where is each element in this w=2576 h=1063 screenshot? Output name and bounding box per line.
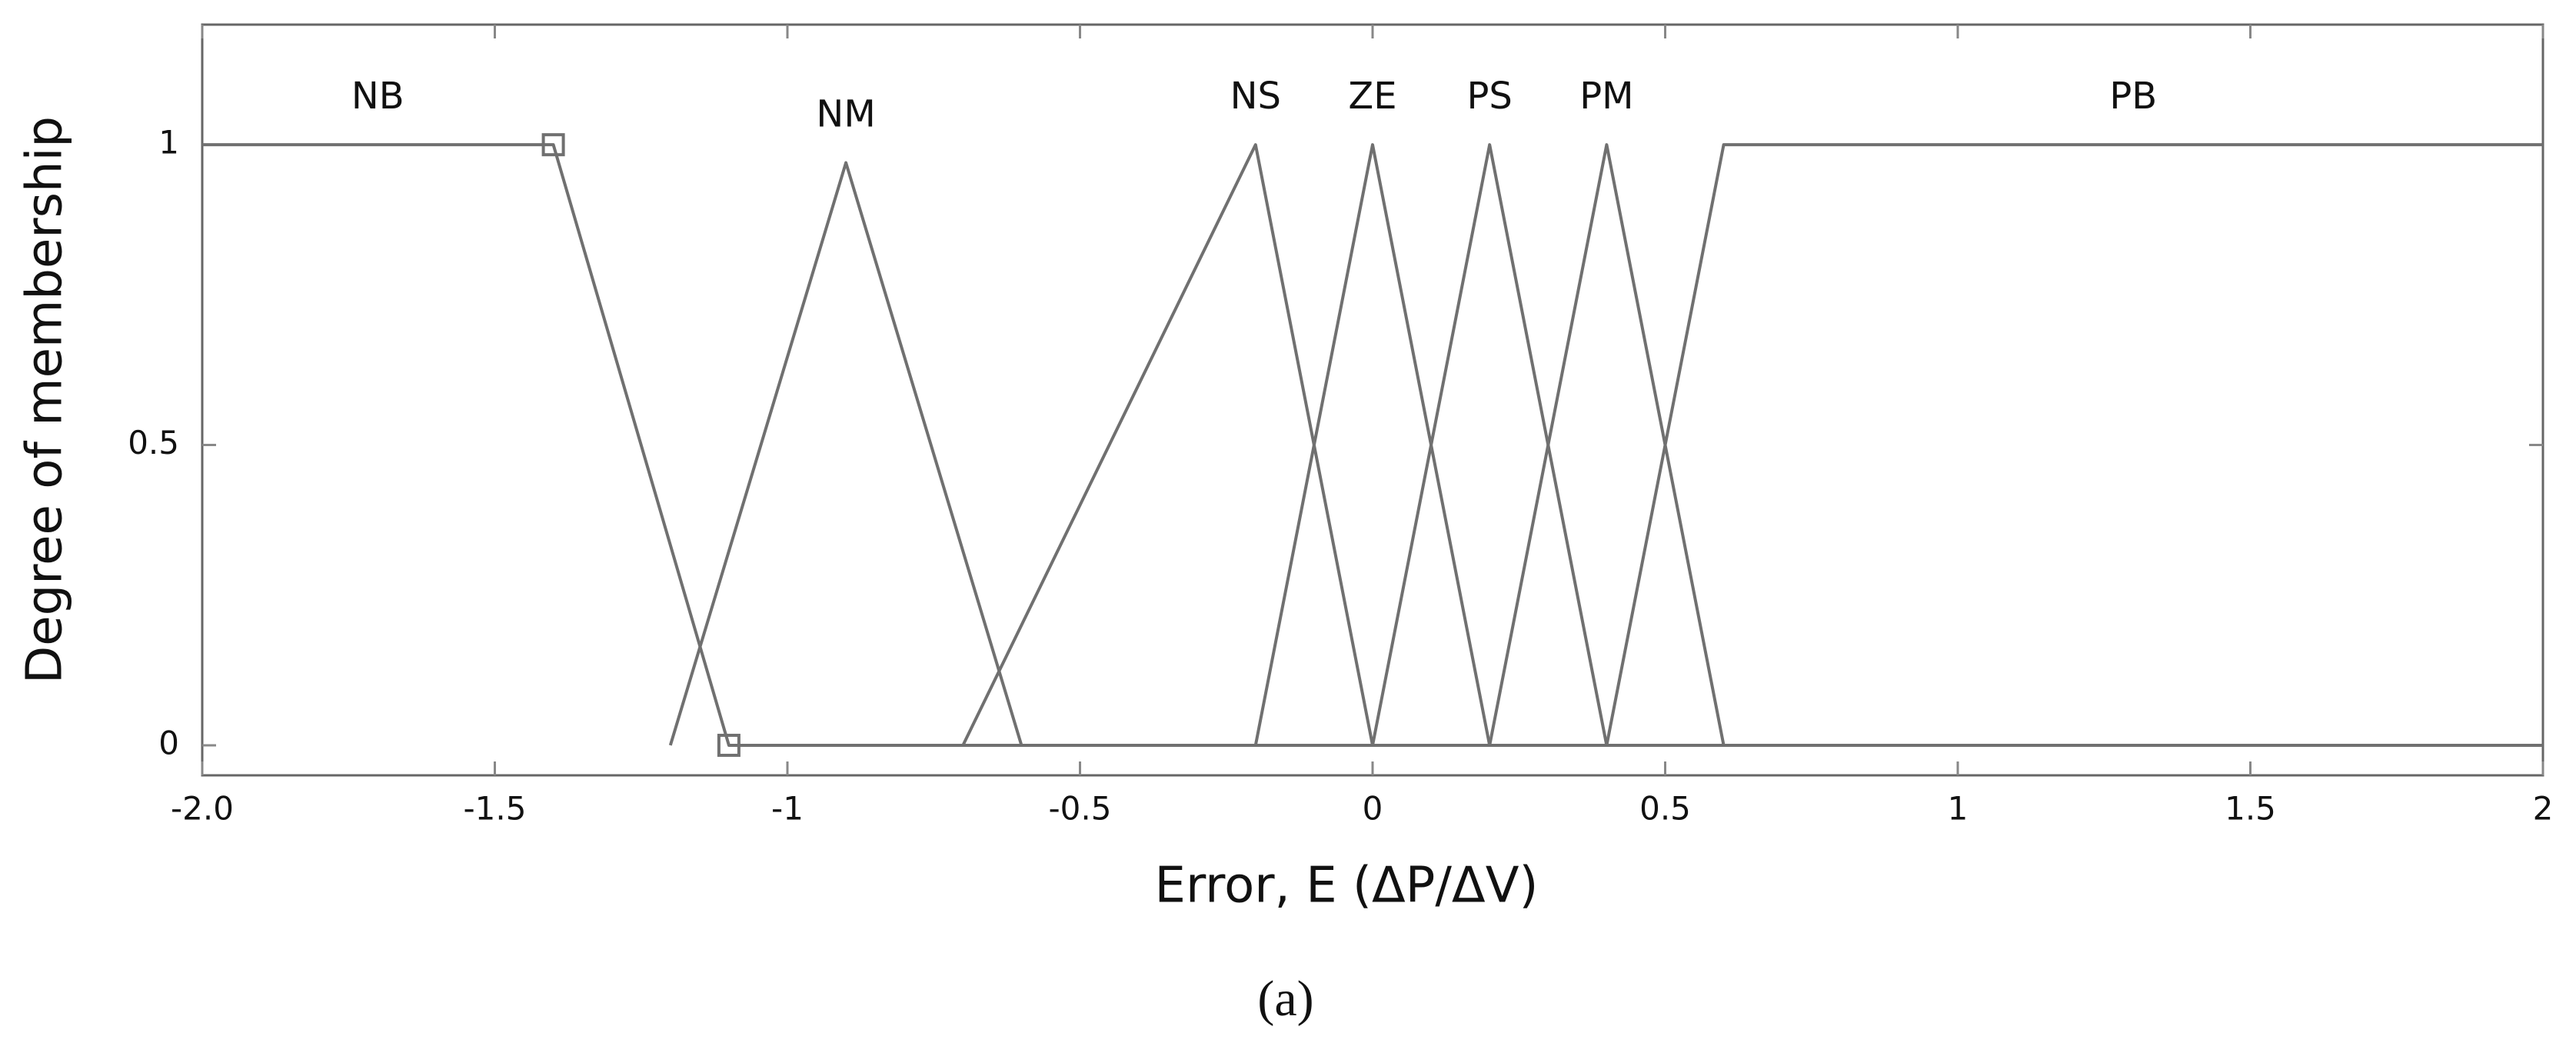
x-tick-label: 1 — [1948, 790, 1969, 828]
marker — [541, 133, 565, 157]
series-label: ZE — [1348, 75, 1396, 118]
x-tick-label: -1.5 — [464, 790, 527, 828]
y-axis-title: Degree of membership — [17, 116, 74, 684]
membership-line — [202, 143, 2543, 747]
plot-frame — [201, 23, 2544, 777]
x-tick-label: 0.5 — [1639, 790, 1691, 828]
caption: (a) — [1257, 971, 1313, 1027]
membership-line — [1488, 143, 1726, 746]
series-label: NM — [816, 93, 875, 136]
x-tick-label: -0.5 — [1049, 790, 1112, 828]
membership-line — [1253, 143, 1492, 746]
series-label: PB — [2109, 75, 2157, 118]
y-tick-label: 0 — [158, 724, 179, 761]
series-label: PM — [1579, 75, 1633, 118]
x-tick-label: -1 — [771, 790, 804, 828]
series-label: NS — [1230, 75, 1281, 118]
membership-line — [668, 161, 1023, 746]
x-tick-label: 2 — [2533, 790, 2554, 828]
x-tick-label: 0 — [1363, 790, 1383, 828]
x-tick-label: 1.5 — [2225, 790, 2276, 828]
series-label: PS — [1466, 75, 1512, 118]
y-tick-label: 0.5 — [128, 424, 179, 462]
x-tick-label: -2.0 — [171, 790, 234, 828]
membership-line — [1371, 143, 1609, 746]
series-label: NB — [351, 75, 404, 118]
y-tick-label: 1 — [158, 124, 179, 162]
marker — [717, 733, 741, 757]
membership-line — [961, 143, 1374, 746]
membership-line — [1605, 143, 2543, 746]
x-axis-title: Error, E (ΔP/ΔV) — [1155, 858, 1539, 915]
